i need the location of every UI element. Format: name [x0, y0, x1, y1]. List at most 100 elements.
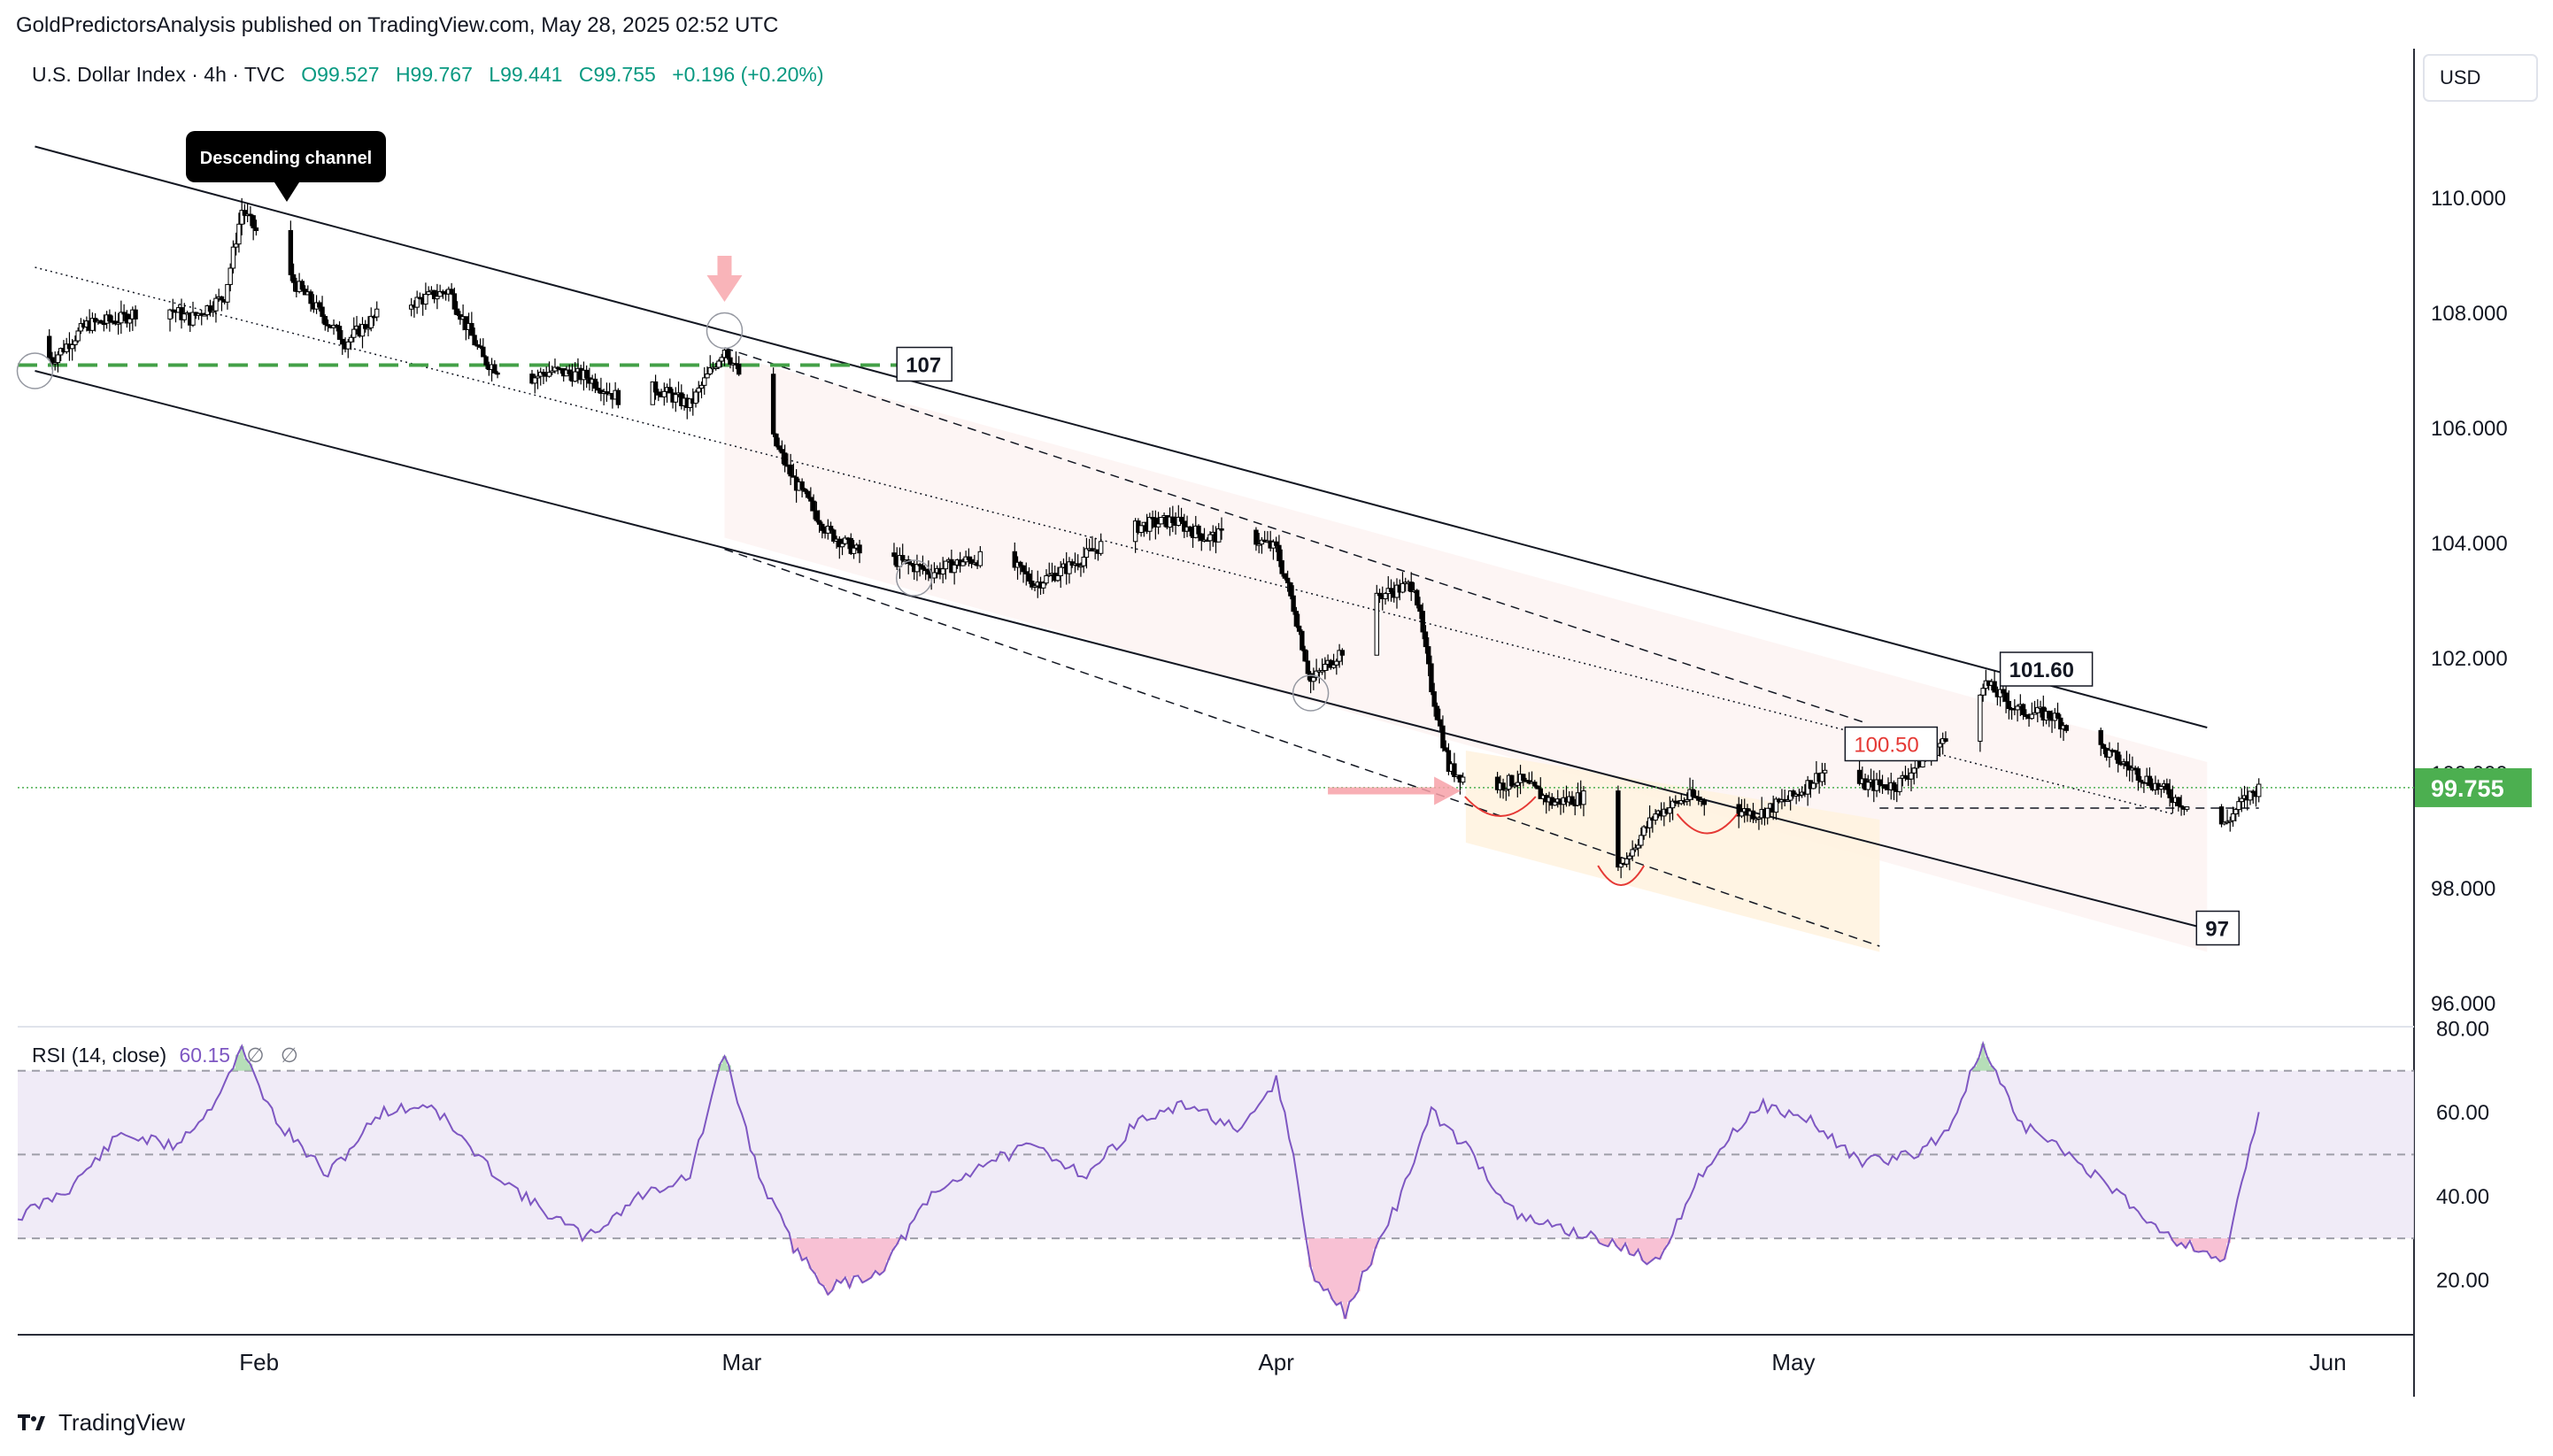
candle-up — [2236, 801, 2241, 811]
candle-up — [1911, 767, 1917, 774]
candle-down — [336, 326, 343, 340]
candle-up — [719, 357, 724, 362]
candle-up — [366, 327, 371, 330]
candle-up — [1098, 541, 1104, 554]
candle-down — [816, 520, 822, 525]
candle-down — [1300, 630, 1305, 651]
candle-up — [236, 223, 242, 245]
candle-up — [1773, 798, 1779, 813]
label-100-50: 100.50 — [1854, 734, 1918, 758]
callout-text: Descending channel — [200, 149, 373, 168]
candle-down — [1012, 551, 1017, 568]
candle-down — [251, 215, 256, 228]
candle-down — [440, 290, 446, 294]
candle-down — [170, 309, 175, 312]
candle-up — [1632, 847, 1639, 851]
candle-up — [839, 543, 845, 548]
candle-down — [2218, 806, 2225, 825]
candle-up — [167, 309, 173, 320]
candle-down — [50, 357, 55, 364]
rsi-background — [18, 1069, 2414, 1240]
candle-down — [667, 387, 673, 394]
candle-up — [696, 387, 701, 393]
candle-down — [1182, 520, 1187, 532]
candle-up — [1618, 862, 1624, 868]
candle-up — [1314, 670, 1319, 678]
time-tick-label: Apr — [1258, 1349, 1294, 1375]
candle-up — [2233, 809, 2239, 815]
candle-up — [1897, 777, 1902, 792]
inner-lower-dashed — [724, 548, 1880, 947]
candle-down — [891, 552, 897, 558]
currency-label: USD — [2440, 66, 2480, 89]
candle-up — [1630, 849, 1635, 857]
ohlc-legend: U.S. Dollar Index · 4h · TVC O99.527 H99… — [32, 63, 824, 86]
label-97-box — [2195, 910, 2241, 946]
candle-down — [820, 523, 825, 531]
candle-down — [2101, 743, 2107, 750]
label-101-60: 101.60 — [2009, 659, 2074, 682]
candle-up — [228, 267, 233, 285]
candle-down — [799, 481, 805, 489]
candle-up — [1041, 582, 1046, 589]
touch-circle-4 — [1292, 674, 1330, 712]
candle-down — [917, 564, 922, 566]
candle-up — [1874, 779, 1879, 791]
time-tick-label: May — [1771, 1349, 1815, 1375]
candle-up — [1311, 676, 1316, 682]
candle-up — [535, 375, 541, 379]
candle-up — [1207, 534, 1213, 542]
candle-up — [1980, 688, 1986, 696]
candle-down — [1538, 788, 1543, 799]
candle-down — [2024, 713, 2029, 718]
candle-down — [1302, 649, 1307, 662]
candle-up — [1810, 782, 1816, 790]
candle-down — [2003, 692, 2009, 702]
candle-up — [2032, 712, 2038, 715]
candle-up — [572, 371, 578, 382]
candle-up — [2248, 790, 2253, 801]
candle-down — [320, 306, 325, 318]
candle-down — [1437, 719, 1443, 727]
candle-up — [943, 560, 949, 570]
candle-down — [299, 281, 305, 290]
candle-down — [2055, 713, 2061, 719]
candle-up — [1046, 574, 1052, 577]
candle-down — [2167, 789, 2172, 798]
candle-down — [492, 364, 497, 374]
candle-up — [1581, 790, 1586, 805]
candle-down — [1291, 595, 1296, 612]
channel-lower-line — [35, 370, 2208, 930]
candle-down — [2138, 779, 2144, 783]
candle-down — [2047, 711, 2052, 719]
candle-down — [1429, 663, 1434, 693]
candle-up — [181, 313, 187, 320]
candle-down — [2098, 729, 2103, 745]
candle-up — [348, 336, 354, 343]
rsi-tick-label: 80.00 — [2436, 1017, 2489, 1041]
candle-up — [1515, 782, 1521, 786]
candle-up — [73, 340, 78, 345]
touch-circle-2 — [706, 312, 744, 350]
candle-down — [1273, 541, 1279, 546]
callout-pointer — [274, 182, 299, 202]
candle-up — [940, 568, 945, 575]
candle-down — [782, 452, 788, 466]
candle-up — [69, 343, 75, 350]
candle-up — [914, 564, 920, 573]
candle-up — [1256, 543, 1261, 546]
candle-up — [661, 390, 667, 397]
candle-down — [121, 312, 127, 315]
candle-up — [2184, 806, 2190, 810]
candle-up — [225, 283, 230, 303]
candle-down — [541, 372, 546, 375]
candle-down — [1883, 784, 1888, 790]
currency-button[interactable] — [2423, 54, 2538, 102]
candle-up — [532, 377, 537, 384]
channel-shade — [724, 353, 2208, 952]
candle-up — [1334, 660, 1339, 666]
candle-up — [2015, 705, 2020, 711]
candle-up — [705, 373, 710, 379]
candle-up — [1653, 813, 1658, 821]
